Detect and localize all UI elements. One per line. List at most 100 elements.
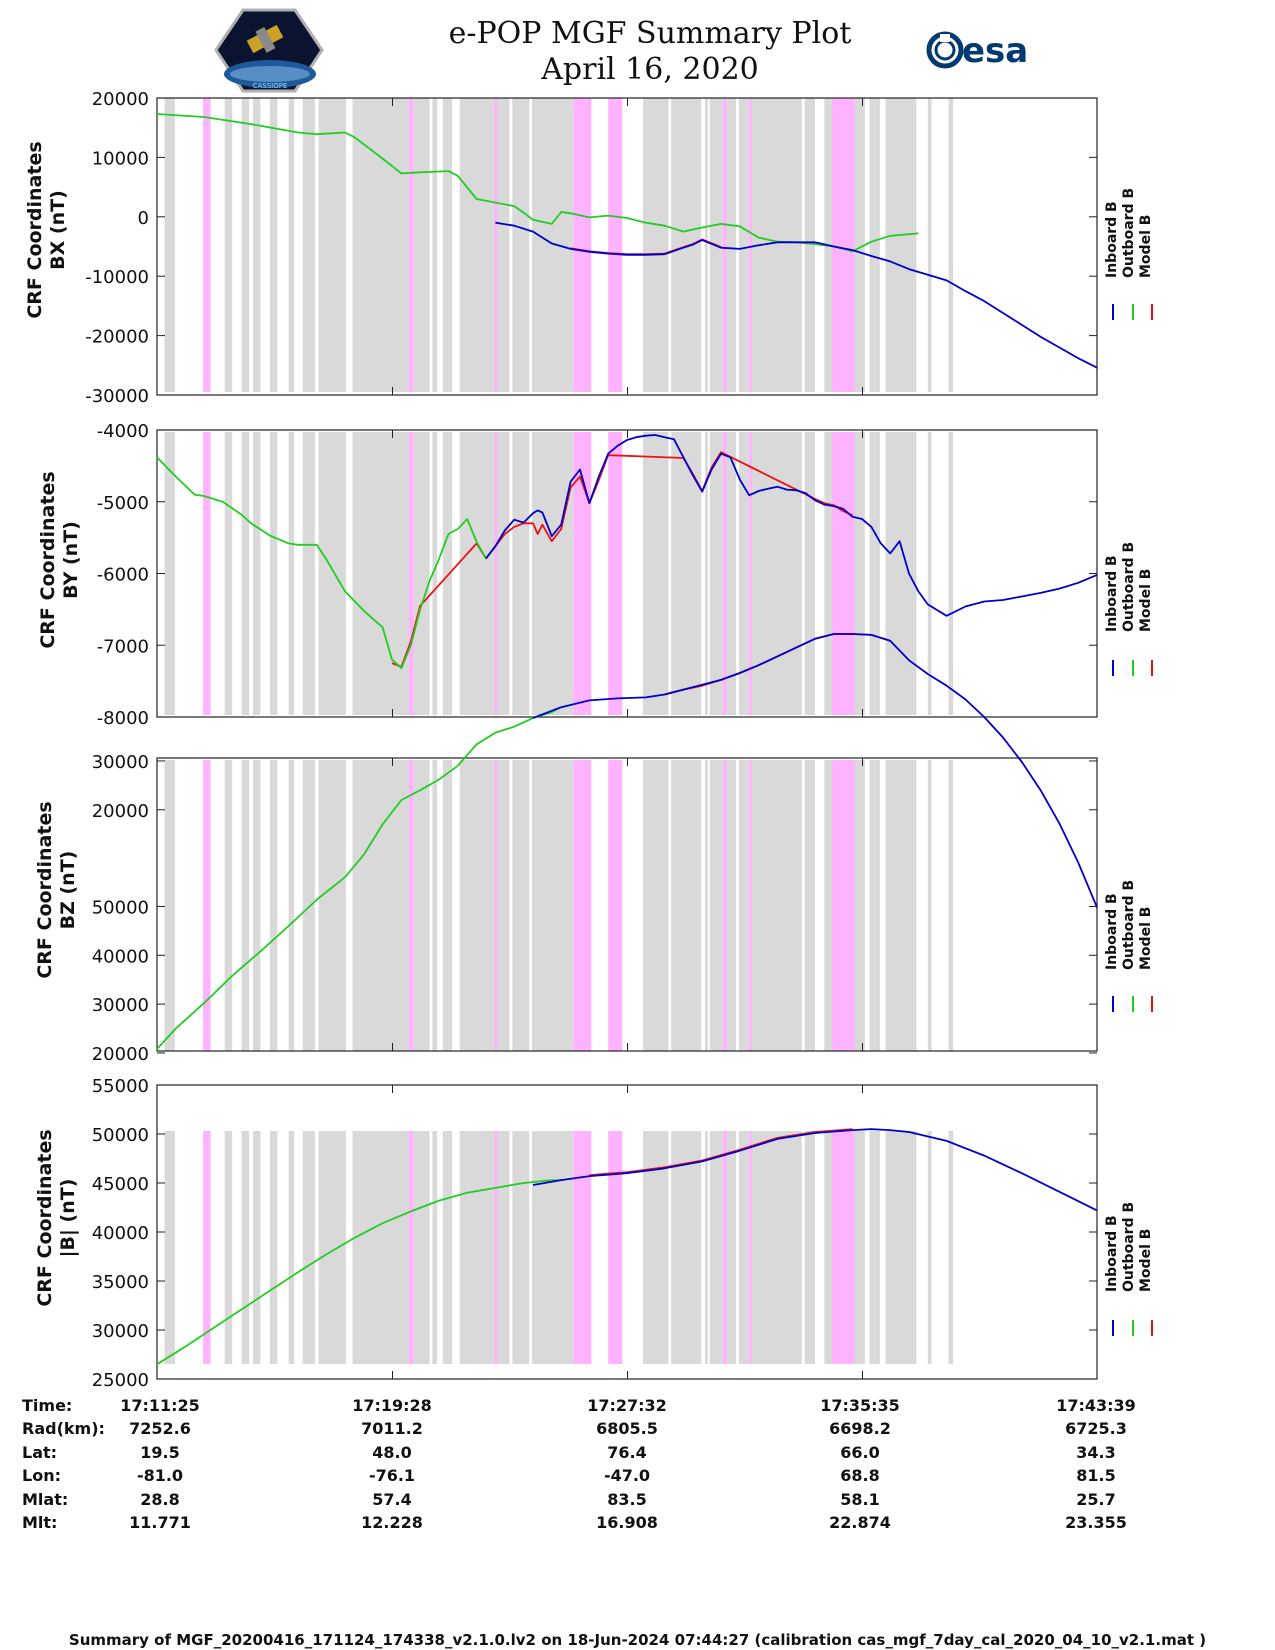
gap-band-gray [413,1131,430,1364]
gap-band-gray [804,1131,815,1364]
y-tick-label: 30000 [92,1321,149,1342]
gap-band-gray [738,98,750,392]
gap-band-gray [459,432,510,715]
gap-band-gray [224,760,233,1051]
gap-band-gray [824,1131,832,1364]
gap-band-magenta [608,98,623,392]
gap-band-gray [532,98,574,392]
gap-band-magenta [722,432,727,715]
gap-band-gray [927,98,932,392]
gap-band-gray [705,98,708,392]
gap-band-magenta [831,760,855,1051]
cassiope-logo: CASSIOPE [214,8,324,93]
gap-band-magenta [831,1131,855,1364]
gap-band-gray [642,432,669,715]
gap-band-magenta [494,98,498,392]
panel-3: 30000 20000 50000 40000 30000 20000 [92,633,1153,1065]
gap-band-magenta [831,98,855,392]
footer-caption: Summary of MGF_20200416_171124_174338_v2… [68,1631,1207,1649]
gap-band-gray [752,432,802,715]
gap-band-gray [269,98,278,392]
gap-band-gray [442,98,453,392]
gap-band-gray [671,98,702,392]
info-column-1: 17:11:25 7252.6 19.5 -81.0 28.8 11.771 [120,1396,200,1533]
gap-band-magenta [573,1131,592,1364]
gap-band-gray [252,1131,261,1364]
gap-band-gray [164,760,175,1051]
gap-band-magenta [831,432,855,715]
gap-band-gray [413,432,430,715]
gap-band-gray [241,432,250,715]
gap-band-gray [252,760,261,1051]
plot-title: e-POP MGF Summary Plot [448,16,852,51]
series-model-b [589,1128,853,1177]
gap-band-gray [459,1131,510,1364]
y-tick-label: 0 [138,208,149,229]
gap-band-magenta [203,760,211,1051]
gap-band-gray [512,98,530,392]
gap-band-gray [241,760,250,1051]
gap-band-magenta [749,98,753,392]
gap-band-gray [352,1131,409,1364]
gap-band-magenta [408,1131,414,1364]
gap-band-gray [885,432,917,715]
series-inboard-b [532,1128,1098,1212]
gap-band-magenta [203,98,211,392]
legend-btotal: Inboard B Outboard B Model B [1104,1201,1154,1292]
series-inboard-b [532,633,1098,908]
gap-band-gray [869,1131,880,1364]
gap-band-gray [804,760,815,1051]
y-tick-label: 20000 [92,801,149,822]
gap-band-gray [642,760,669,1051]
gap-band-magenta [573,432,592,715]
gap-band-magenta [494,1131,498,1364]
y-tick-label: 20000 [92,1044,149,1065]
gap-band-gray [512,432,530,715]
gap-band-magenta [722,98,727,392]
gap-band-gray [726,432,737,715]
gap-band-gray [288,760,295,1051]
gap-band-gray [705,760,708,1051]
gap-band-magenta [749,760,753,1051]
gap-band-gray [442,760,453,1051]
gap-band-magenta [408,432,414,715]
series-outboard-b [156,1179,562,1366]
gap-band-gray [252,432,261,715]
gap-band-gray [413,760,430,1051]
gap-band-gray [948,760,954,1051]
ylabel-bz: CRF Coordinates BZ (nT) [34,801,79,979]
gap-band-gray [532,760,574,1051]
y-tick-label: -10000 [85,267,149,288]
gap-band-magenta [494,760,498,1051]
info-column-5: 17:43:39 6725.3 34.3 81.5 25.7 23.355 [1056,1396,1136,1533]
plot-frame [156,757,1098,1052]
gap-band-gray [432,1131,438,1364]
gap-band-gray [709,1131,723,1364]
gap-band-gray [709,760,723,1051]
plot-date: April 16, 2020 [541,52,759,87]
gap-band-gray [532,432,574,715]
y-tick-label: 40000 [92,1223,149,1244]
y-tick-label: -7000 [97,636,149,657]
gap-band-gray [302,98,315,392]
gap-band-gray [252,98,261,392]
y-tick-label: 25000 [92,1370,149,1391]
gap-band-gray [726,760,737,1051]
gap-band-gray [459,760,510,1051]
plot-frame [156,97,1098,396]
gap-band-gray [824,760,832,1051]
y-tick-label: -8000 [97,708,149,729]
y-tick-label: 20000 [92,89,149,110]
gap-band-magenta [203,432,211,715]
y-tick-label: -4000 [97,421,149,442]
series-outboard-b [156,456,497,670]
gap-band-gray [241,98,250,392]
gap-band-gray [532,1131,574,1364]
gap-band-gray [705,432,708,715]
gap-band-gray [726,98,737,392]
gap-band-gray [269,760,278,1051]
gap-band-gray [738,760,750,1051]
series-inboard-b [485,434,1098,617]
esa-wordmark: esa [962,31,1028,71]
gap-band-gray [318,1131,346,1364]
